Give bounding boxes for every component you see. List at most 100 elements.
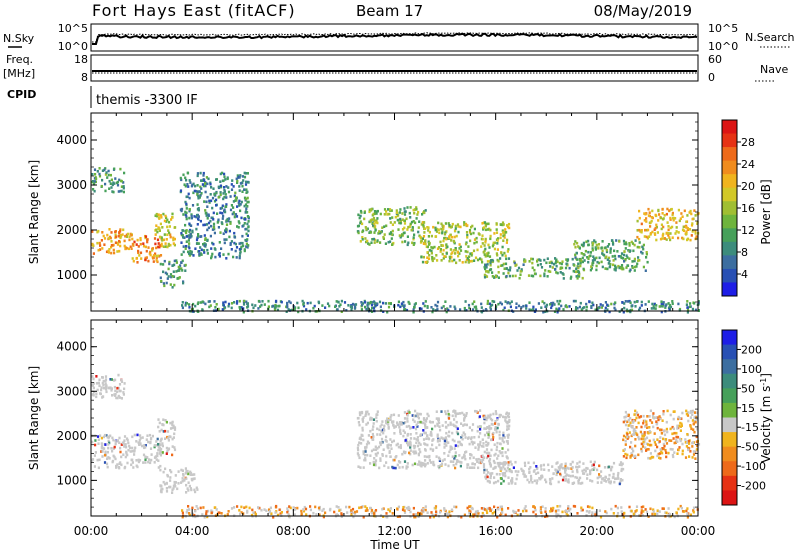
data-cell-1-6 bbox=[691, 445, 694, 448]
data-cell-0-5 bbox=[210, 255, 213, 258]
data-cell-1-7 bbox=[569, 507, 572, 511]
data-cell-1-7 bbox=[656, 509, 659, 512]
data-cell-1-4 bbox=[387, 466, 390, 469]
data-cell-1-0 bbox=[96, 458, 99, 462]
data-cell-1-6 bbox=[631, 425, 634, 428]
data-cell-1-6 bbox=[671, 448, 674, 451]
data-cell-0-0 bbox=[129, 245, 132, 249]
data-cell-0-5 bbox=[238, 204, 241, 207]
data-cell-1-7 bbox=[292, 506, 295, 509]
data-cell-0-9 bbox=[596, 260, 599, 264]
data-cell-1-0 bbox=[125, 437, 129, 440]
data-cell-1-4 bbox=[364, 447, 367, 451]
data-cell-1-7 bbox=[426, 511, 429, 514]
data-cell-1-2 bbox=[98, 378, 101, 382]
data-cell-0-7 bbox=[450, 226, 453, 229]
data-cell-0-8 bbox=[577, 262, 580, 266]
data-cell-1-7 bbox=[500, 507, 503, 511]
data-cell-1-4 bbox=[483, 427, 486, 430]
data-cell-1-4 bbox=[364, 446, 367, 449]
data-cell-0-9 bbox=[607, 243, 611, 246]
data-cell-1-6 bbox=[668, 439, 671, 442]
data-cell-0-3 bbox=[120, 189, 123, 193]
data-cell-0-8 bbox=[502, 272, 505, 275]
data-cell-0-1 bbox=[157, 254, 160, 258]
data-cell-0-9 bbox=[628, 244, 631, 247]
data-cell-1-3 bbox=[193, 488, 196, 492]
data-cell-1-7 bbox=[432, 515, 435, 519]
data-cell-0-1 bbox=[152, 254, 156, 257]
data-cell-0-5 bbox=[211, 206, 214, 210]
data-cell-1-5 bbox=[589, 479, 592, 482]
data-cell-0-6 bbox=[359, 240, 362, 243]
data-cell-1-7 bbox=[539, 510, 542, 513]
data-cell-0-7 bbox=[440, 222, 443, 226]
data-cell-0-9 bbox=[624, 241, 628, 244]
data-cell-1-6 bbox=[653, 440, 656, 444]
data-cell-1-7 bbox=[491, 512, 494, 515]
data-cell-0-8 bbox=[485, 266, 488, 269]
data-cell-0-5 bbox=[231, 212, 234, 216]
data-cell-0-11 bbox=[297, 310, 300, 314]
data-cell-1-7 bbox=[555, 512, 558, 516]
data-cell-0-5 bbox=[220, 206, 223, 210]
data-cell-1-7 bbox=[373, 512, 376, 515]
data-cell-1-4 bbox=[463, 415, 467, 419]
data-cell-1-7 bbox=[594, 511, 597, 514]
data-cell-0-7 bbox=[463, 223, 466, 227]
data-cell-1-0 bbox=[111, 459, 115, 463]
data-cell-0-9 bbox=[605, 255, 608, 259]
y-tick-label-0-2: 3000 bbox=[56, 178, 87, 192]
data-cell-0-11 bbox=[215, 303, 218, 306]
data-cell-0-5 bbox=[195, 238, 199, 242]
data-cell-0-8 bbox=[491, 258, 494, 262]
data-cell-1-4 bbox=[358, 411, 361, 414]
data-cell-1-2 bbox=[102, 383, 105, 387]
data-cell-1-4 bbox=[490, 448, 493, 452]
data-cell-0-5 bbox=[206, 252, 209, 255]
data-cell-0-10 bbox=[636, 229, 639, 232]
data-cell-1-7 bbox=[564, 509, 568, 512]
y-tick-label-1-0: 1000 bbox=[56, 473, 87, 487]
data-cell-1-7 bbox=[401, 508, 405, 512]
data-cell-0-7 bbox=[446, 245, 449, 249]
data-cell-1-7 bbox=[317, 506, 321, 510]
data-cell-0-7 bbox=[450, 255, 453, 259]
data-cell-0-5 bbox=[235, 215, 239, 218]
data-cell-0-9 bbox=[633, 259, 636, 263]
data-cell-0-4 bbox=[175, 270, 178, 273]
data-cell-0-5 bbox=[245, 227, 248, 231]
data-cell-1-4 bbox=[387, 423, 390, 426]
data-cell-0-5 bbox=[227, 252, 230, 256]
data-cell-0-5 bbox=[242, 179, 245, 182]
data-cell-1-4 bbox=[438, 425, 441, 428]
data-cell-0-6 bbox=[368, 231, 371, 234]
data-cell-1-4 bbox=[449, 448, 452, 451]
data-cell-1-4 bbox=[463, 423, 466, 426]
data-cell-0-6 bbox=[423, 211, 426, 215]
data-cell-0-1 bbox=[155, 256, 158, 260]
data-cell-1-4 bbox=[449, 421, 452, 425]
data-cell-0-3 bbox=[108, 179, 111, 183]
data-cell-0-3 bbox=[117, 190, 120, 193]
data-cell-1-4 bbox=[366, 453, 369, 457]
colorbar-swatch bbox=[722, 174, 737, 189]
data-cell-1-5 bbox=[592, 468, 595, 471]
data-cell-1-4 bbox=[380, 423, 383, 426]
data-cell-0-8 bbox=[582, 267, 585, 271]
data-cell-0-11 bbox=[275, 304, 278, 308]
data-cell-1-7 bbox=[362, 515, 365, 519]
data-cell-0-10 bbox=[689, 238, 692, 242]
colorbar-swatch bbox=[722, 133, 737, 148]
data-cell-1-4 bbox=[481, 460, 484, 464]
data-cell-0-11 bbox=[302, 301, 305, 305]
data-cell-0-3 bbox=[91, 173, 94, 176]
data-cell-0-11 bbox=[199, 301, 202, 304]
data-cell-0-11 bbox=[654, 307, 657, 310]
data-cell-0-7 bbox=[453, 235, 456, 239]
data-cell-0-1 bbox=[139, 238, 142, 242]
data-cell-0-5 bbox=[179, 189, 183, 192]
data-cell-0-5 bbox=[238, 254, 241, 258]
data-cell-1-6 bbox=[665, 455, 668, 459]
data-cell-1-5 bbox=[514, 460, 517, 464]
